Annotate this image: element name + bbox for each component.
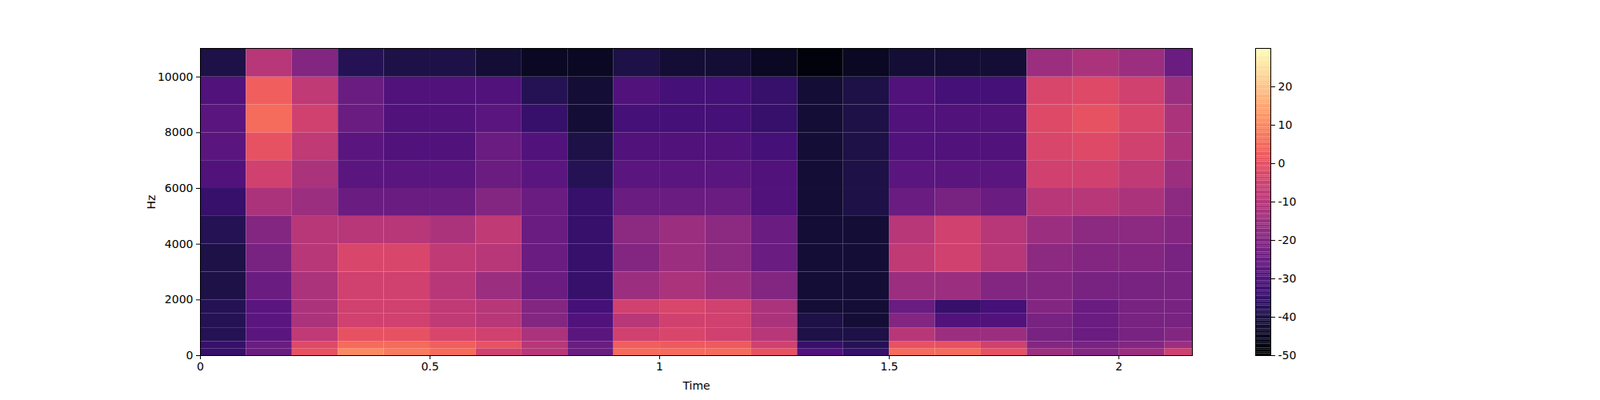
svg-text:10: 10: [1278, 118, 1293, 132]
svg-text:1.5: 1.5: [880, 360, 898, 373]
svg-text:2000: 2000: [164, 292, 194, 306]
svg-text:2: 2: [1115, 360, 1123, 373]
svg-text:Time: Time: [681, 379, 710, 392]
svg-text:10000: 10000: [157, 70, 194, 84]
svg-text:-30: -30: [1278, 272, 1297, 285]
svg-text:-10: -10: [1278, 195, 1297, 208]
svg-text:-20: -20: [1278, 233, 1297, 247]
svg-text:Hz: Hz: [144, 195, 158, 210]
svg-text:0: 0: [196, 360, 204, 373]
svg-text:-50: -50: [1278, 348, 1297, 362]
svg-text:0: 0: [186, 348, 194, 362]
svg-text:6000: 6000: [164, 181, 194, 195]
svg-text:8000: 8000: [164, 125, 194, 139]
svg-text:20: 20: [1278, 80, 1293, 93]
svg-text:0: 0: [1278, 156, 1286, 170]
svg-text:0.5: 0.5: [420, 360, 439, 373]
svg-text:1: 1: [656, 360, 664, 373]
svg-text:4000: 4000: [164, 237, 194, 251]
svg-text:-40: -40: [1278, 310, 1297, 324]
